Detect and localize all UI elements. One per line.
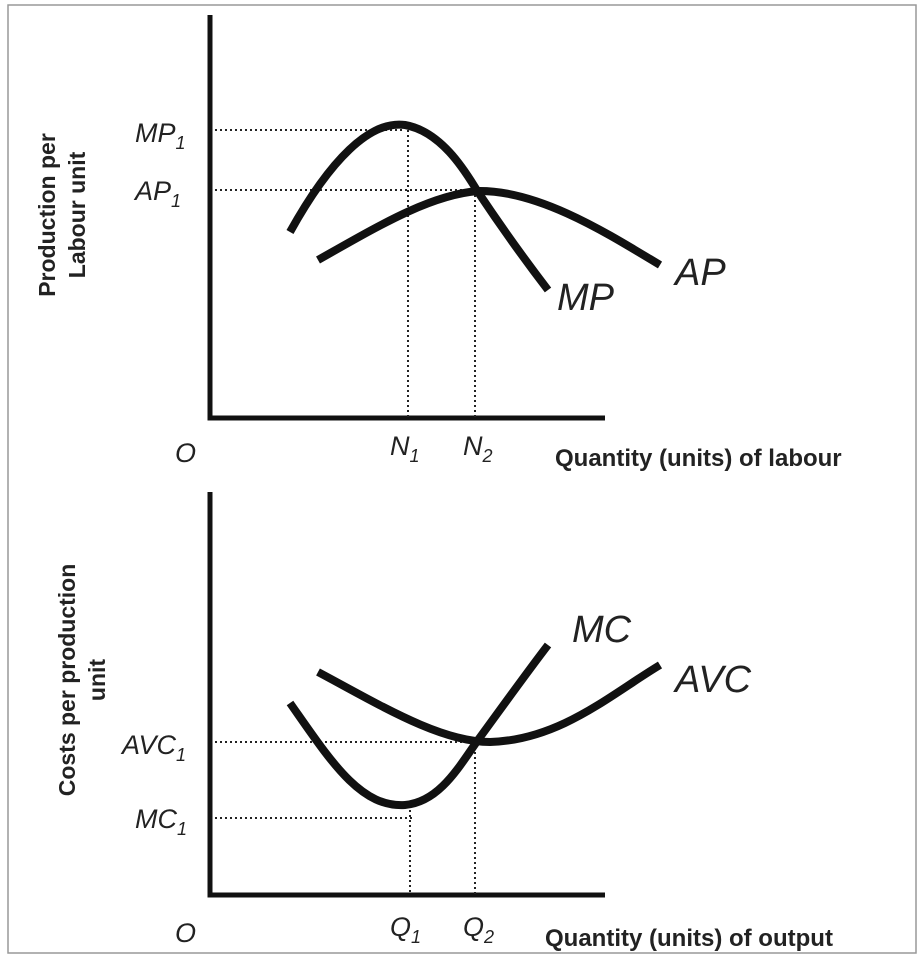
y-mark: MP1 bbox=[135, 118, 186, 153]
x-label: Quantity (units) of output bbox=[545, 925, 833, 952]
y-mark: AP1 bbox=[133, 176, 181, 211]
curve-label: AVC bbox=[673, 659, 752, 701]
axes bbox=[207, 15, 605, 421]
curve-label: AP bbox=[673, 252, 726, 294]
frame bbox=[7, 4, 917, 954]
mc-curve bbox=[286, 642, 552, 810]
guide-lines bbox=[215, 741, 478, 895]
x-label: Quantity (units) of labour bbox=[555, 445, 842, 472]
curve-label: MP bbox=[557, 277, 615, 319]
y-label: unit bbox=[84, 659, 110, 701]
mp-curve bbox=[286, 120, 552, 293]
guide-lines bbox=[215, 129, 476, 418]
x-mark: Q2 bbox=[463, 912, 494, 947]
origin: O bbox=[175, 438, 196, 468]
y-mark: MC1 bbox=[135, 804, 187, 839]
y-mark: AVC1 bbox=[120, 730, 186, 765]
origin: O bbox=[175, 918, 196, 948]
x-mark: N1 bbox=[390, 431, 420, 466]
curve-label: MC bbox=[572, 609, 632, 651]
x-mark: N2 bbox=[463, 431, 493, 466]
y-label: Production per bbox=[34, 133, 60, 297]
axes bbox=[207, 492, 605, 898]
ap-curve bbox=[316, 186, 663, 269]
avc-curve bbox=[316, 661, 663, 747]
y-label: Costs per production bbox=[54, 564, 80, 797]
x-mark: Q1 bbox=[390, 912, 421, 947]
y-label: Labour unit bbox=[64, 151, 90, 278]
